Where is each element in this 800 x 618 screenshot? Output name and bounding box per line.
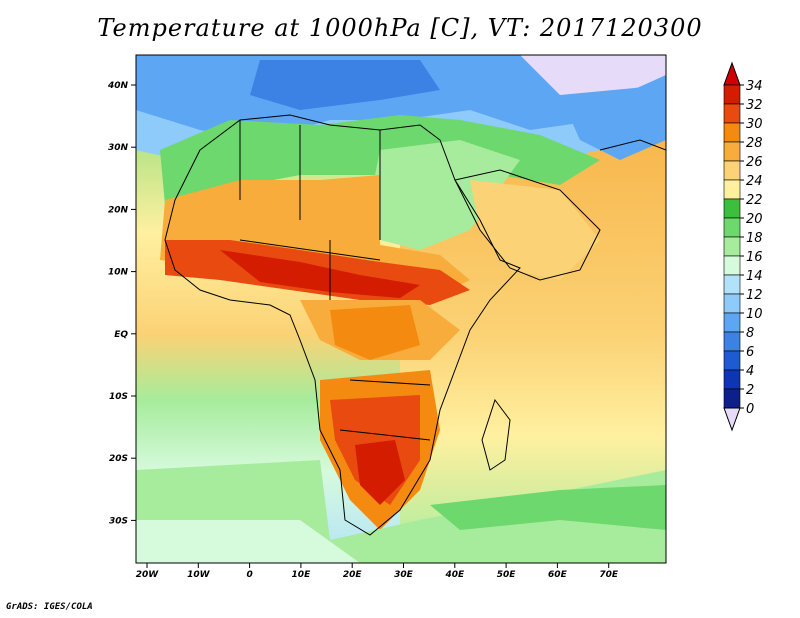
lon-label: 10W [187,570,211,580]
colorbar-box [723,179,741,200]
coastlines [164,114,666,536]
colorbar-box [723,369,741,390]
colorbar-box [723,84,741,105]
colorbar-label: 18 [746,231,763,246]
colorbar-box [723,141,741,162]
lon-label: 30E [394,570,414,580]
colorbar-label: 0 [746,402,754,417]
lon-label: 70E [599,570,619,580]
colorbar-label: 14 [746,269,763,284]
colorbar-label: 28 [746,136,763,151]
colorbar-box [723,255,741,276]
colorbar-box [723,198,741,219]
lat-label: 30S [109,516,128,526]
lon-label: 60E [548,570,568,580]
lon-label: 20W [136,570,160,580]
colorbar-box [723,103,741,124]
colorbar-under-arrow [723,407,741,432]
lon-label: 50E [497,570,517,580]
colorbar-box [723,274,741,295]
colorbar-label: 34 [746,79,763,94]
colorbar-label: 8 [746,326,754,341]
lat-label: 10N [108,268,129,278]
colorbar-box [723,312,741,333]
colorbar-label: 12 [746,288,763,303]
colorbar-label: 32 [746,98,763,113]
colorbar-label: 10 [746,307,763,322]
colorbar-label: 24 [746,174,763,189]
temperature-field [136,55,666,563]
lat-label: 40N [107,81,129,91]
colorbar-label: 16 [746,250,763,265]
lat-label: 30N [108,143,129,153]
map-title: Temperature at 1000hPa [C], VT: 20171203… [97,14,703,42]
colorbar-box [723,293,741,314]
colorbar-label: 22 [746,193,763,208]
colorbar-label: 6 [746,345,754,360]
colorbar-label: 4 [746,364,754,379]
colorbar-box [723,122,741,143]
lat-label: 10S [109,392,128,402]
colorbar-over-arrow [723,61,741,86]
lat-label: EQ [114,330,128,340]
colorbar-box [723,350,741,371]
lon-label: 0 [246,570,252,580]
colorbar-box [723,217,741,238]
colorbar-label: 30 [746,117,763,132]
lat-label: 20N [108,205,129,215]
lon-label: 20E [343,570,363,580]
grads-credit: GrADS: IGES/COLA [6,602,93,612]
colorbar-box [723,236,741,257]
colorbar-box [723,388,741,409]
colorbar-label: 20 [746,212,763,227]
colorbar-label: 26 [746,155,763,170]
colorbar-box [723,331,741,352]
map-frame [135,54,667,564]
colorbar-label: 2 [746,383,754,398]
lon-label: 40E [444,570,465,580]
lon-label: 10E [292,570,312,580]
colorbar-box [723,160,741,181]
lat-label: 20S [109,454,128,464]
